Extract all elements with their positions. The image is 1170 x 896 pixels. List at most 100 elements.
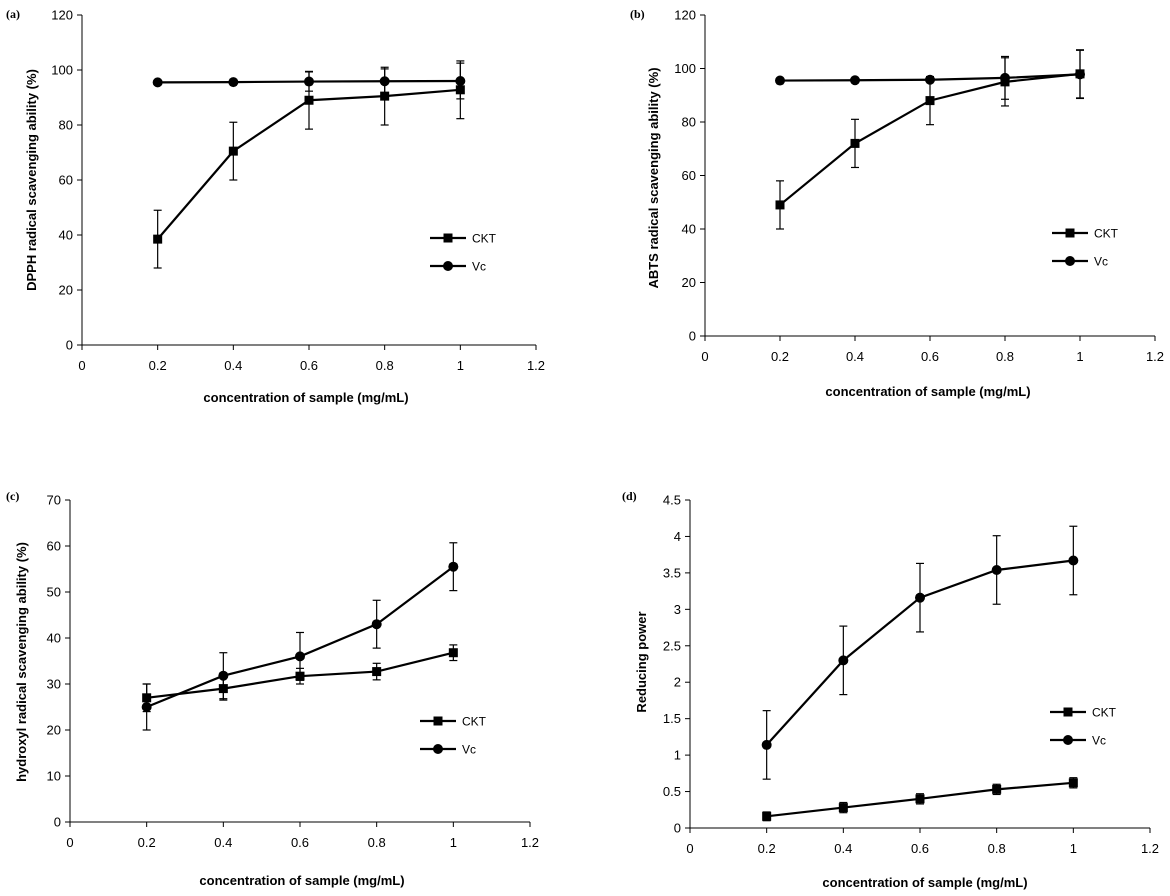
y-tick-label-a: 0 [66, 338, 73, 353]
y-axis-title-d: Reducing power [634, 611, 649, 712]
x-tick-label-a: 0.4 [224, 358, 242, 373]
y-tick-label-c: 50 [47, 585, 61, 600]
legend-label-ckt-a: CKT [472, 232, 497, 246]
y-tick-label-d: 3.5 [663, 565, 681, 580]
data-point-ckt-d [762, 811, 772, 821]
data-point-ckt-a [153, 234, 163, 244]
y-tick-label-c: 70 [47, 493, 61, 508]
panel-label-d: (d) [622, 489, 637, 503]
x-tick-label-a: 1.2 [527, 358, 545, 373]
x-tick-label-b: 0 [701, 349, 708, 364]
y-tick-label-a: 80 [59, 118, 73, 133]
legend-entry-vc-d: Vc [1050, 734, 1106, 748]
x-tick-label-a: 0.8 [376, 358, 394, 373]
x-tick-label-a: 0.2 [149, 358, 167, 373]
legend-entry-ckt-a: CKT [430, 232, 497, 246]
legend-marker-ckt-a [443, 233, 453, 243]
y-tick-label-a: 120 [51, 8, 73, 23]
data-point-vc-c [218, 670, 229, 681]
y-tick-label-d: 2.5 [663, 638, 681, 653]
data-point-ckt-d [992, 784, 1002, 794]
data-point-vc-d [761, 739, 772, 750]
y-axis-title-a: DPPH radical scavenging ability (%) [24, 69, 39, 291]
x-axis-title-c: concentration of sample (mg/mL) [199, 873, 404, 888]
x-tick-label-c: 0.2 [138, 835, 156, 850]
y-tick-label-d: 2 [674, 675, 681, 690]
y-tick-label-d: 0.5 [663, 784, 681, 799]
y-tick-label-d: 3 [674, 602, 681, 617]
x-tick-label-b: 0.6 [921, 349, 939, 364]
y-tick-label-d: 1.5 [663, 711, 681, 726]
x-tick-label-d: 0 [686, 841, 693, 856]
legend-entry-ckt-c: CKT [420, 715, 487, 729]
data-point-ckt-a [228, 146, 238, 156]
data-point-vc-c [295, 651, 305, 662]
data-point-ckt-b [850, 138, 860, 148]
panel-label-a: (a) [6, 7, 20, 21]
legend-entry-vc-a: Vc [430, 260, 486, 274]
y-tick-label-c: 30 [47, 677, 61, 692]
legend-marker-vc-b [1065, 256, 1075, 266]
legend-marker-vc-c [433, 744, 443, 754]
x-tick-label-b: 0.2 [771, 349, 789, 364]
y-tick-label-a: 60 [59, 173, 73, 188]
y-tick-label-a: 20 [59, 283, 73, 298]
data-point-vc-d [991, 564, 1002, 575]
data-point-ckt-d [1068, 778, 1078, 788]
x-tick-label-a: 0.6 [300, 358, 318, 373]
data-point-vc-d [838, 655, 849, 666]
data-point-vc-c [371, 619, 382, 630]
y-tick-label-c: 10 [47, 769, 61, 784]
x-tick-label-d: 0.8 [988, 841, 1006, 856]
legend-marker-vc-d [1063, 735, 1073, 745]
data-point-vc-c [141, 702, 152, 712]
legend-entry-ckt-b: CKT [1052, 227, 1119, 241]
x-tick-label-b: 1.2 [1146, 349, 1164, 364]
data-point-ckt-c [372, 667, 382, 677]
data-point-vc-a [152, 77, 163, 88]
x-tick-label-d: 0.4 [834, 841, 852, 856]
data-point-vc-a [228, 77, 239, 88]
x-tick-label-a: 1 [457, 358, 464, 373]
y-axis-title-b: ABTS radical scavenging ability (%) [646, 67, 661, 288]
legend-entry-vc-c: Vc [420, 743, 476, 757]
x-tick-label-d: 0.6 [911, 841, 929, 856]
legend-label-ckt-b: CKT [1094, 227, 1119, 241]
data-point-vc-b [850, 75, 860, 86]
y-tick-label-c: 20 [47, 723, 61, 738]
data-point-vc-b [925, 74, 935, 85]
legend-label-vc-c: Vc [462, 743, 476, 757]
y-tick-label-a: 40 [59, 228, 73, 243]
legend-label-ckt-d: CKT [1092, 706, 1117, 720]
legend-label-vc-d: Vc [1092, 734, 1106, 748]
x-tick-label-b: 1 [1076, 349, 1083, 364]
y-tick-label-d: 4 [674, 529, 681, 544]
data-point-ckt-a [380, 91, 390, 101]
y-tick-label-b: 80 [682, 115, 696, 130]
y-axis-title-c: hydroxyl radical scavenging ability (%) [14, 542, 29, 782]
legend-marker-vc-a [443, 261, 453, 271]
legend-entry-vc-b: Vc [1052, 255, 1108, 269]
x-tick-label-c: 0.8 [368, 835, 386, 850]
x-tick-label-d: 1 [1070, 841, 1077, 856]
y-tick-label-c: 60 [47, 539, 61, 554]
data-point-ckt-b [775, 200, 785, 210]
x-tick-label-d: 1.2 [1141, 841, 1159, 856]
data-point-vc-a [379, 76, 390, 87]
data-point-vc-d [915, 592, 925, 603]
legend-marker-ckt-d [1063, 707, 1073, 717]
chart-panel-b: (b) ABTS radical scavenging ability (%) … [630, 7, 1164, 399]
x-axis-title-d: concentration of sample (mg/mL) [822, 875, 1027, 890]
x-tick-label-b: 0.8 [996, 349, 1014, 364]
y-tick-label-b: 20 [682, 275, 696, 290]
data-point-ckt-c [448, 648, 458, 658]
legend-label-ckt-c: CKT [462, 715, 487, 729]
chart-panel-a: (a) DPPH radical scavenging ability (%) … [6, 7, 545, 405]
x-axis-title-b: concentration of sample (mg/mL) [825, 384, 1030, 399]
x-tick-label-c: 1.2 [521, 835, 539, 850]
data-point-ckt-b [925, 96, 935, 106]
y-tick-label-b: 0 [689, 329, 696, 344]
legend-label-vc-a: Vc [472, 260, 486, 274]
x-tick-label-b: 0.4 [846, 349, 864, 364]
data-point-ckt-d [838, 803, 848, 813]
